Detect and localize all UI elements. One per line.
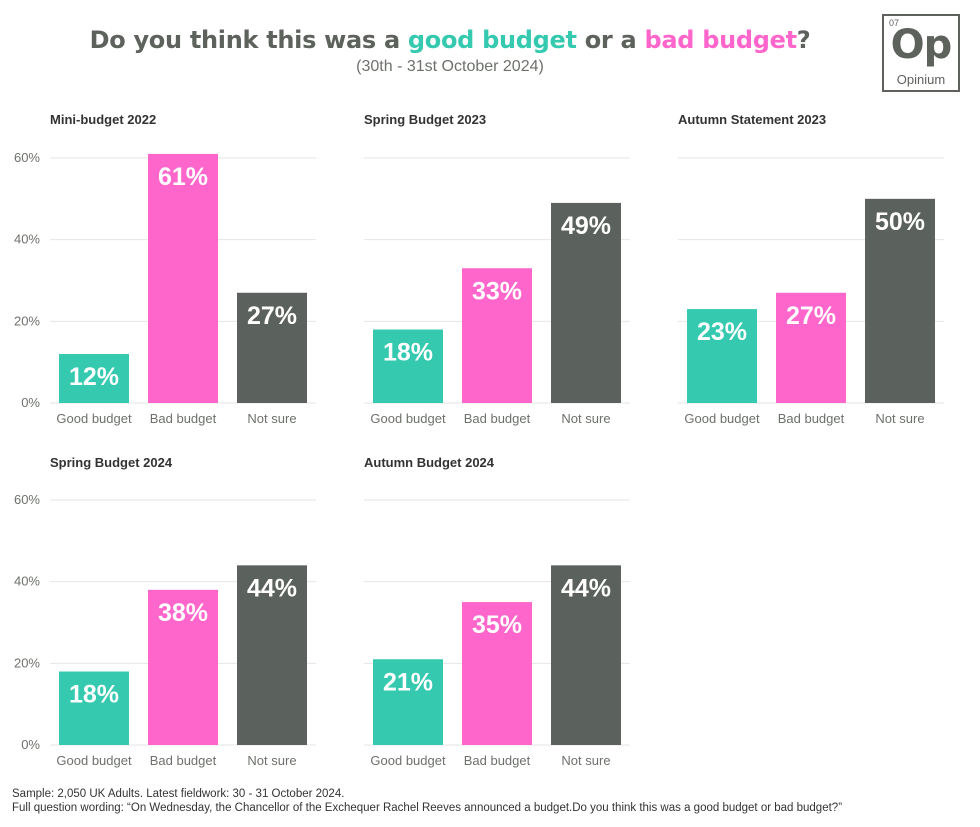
title-part-0: Do you think this was a	[89, 26, 408, 54]
bar-data-label: 12%	[69, 363, 119, 391]
y-tick-label: 20%	[14, 313, 40, 328]
y-tick-label: 60%	[14, 150, 40, 165]
logo-number: 07	[889, 18, 900, 28]
y-tick-label: 0%	[21, 395, 40, 410]
bar	[237, 565, 307, 745]
chart-subtitle: (30th - 31st October 2024)	[356, 58, 544, 75]
bar-data-label: 18%	[383, 339, 433, 367]
opinium-logo: 07 Op Opinium	[882, 14, 960, 92]
bar-data-label: 44%	[247, 574, 297, 602]
bar-data-label: 27%	[247, 302, 297, 330]
bar-data-label: 44%	[561, 574, 611, 602]
bar	[551, 565, 621, 745]
bar	[687, 309, 757, 403]
bar	[462, 602, 532, 745]
bar-data-label: 18%	[69, 681, 119, 709]
chart-header: Do you think this was a good budget or a…	[0, 26, 900, 76]
chart-panel-1: Mini-budget 2022 0% 20% 40% 60% 12% Good budge…	[14, 112, 316, 426]
bar	[776, 292, 846, 403]
x-tick-label: Good budget	[370, 411, 446, 426]
x-tick-label: Bad budget	[464, 753, 531, 768]
footer-sample-note: Sample: 2,050 UK Adults. Latest fieldwor…	[12, 788, 345, 800]
footer-question-wording: Full question wording: “On Wednesday, th…	[12, 802, 843, 814]
x-tick-label: Bad budget	[150, 753, 217, 768]
bar	[551, 202, 621, 403]
title-part-3: bad budget	[644, 26, 797, 54]
bar-data-label: 50%	[875, 208, 925, 236]
bar	[237, 292, 307, 403]
bar-data-label: 27%	[786, 302, 836, 330]
panel-title: Mini-budget 2022	[50, 112, 156, 127]
panel-title: Spring Budget 2024	[50, 455, 173, 470]
bar	[59, 354, 129, 403]
bar	[148, 589, 218, 745]
y-tick-label: 20%	[14, 655, 40, 670]
bar	[373, 659, 443, 745]
logo-name: Opinium	[896, 72, 946, 87]
y-tick-label: 40%	[14, 232, 40, 247]
y-tick-label: 40%	[14, 574, 40, 589]
x-tick-label: Good budget	[56, 753, 132, 768]
x-tick-label: Good budget	[370, 753, 446, 768]
panel-title: Spring Budget 2023	[364, 112, 486, 127]
bar	[59, 671, 129, 745]
x-tick-label: Not sure	[875, 411, 924, 426]
chart-panel-2: Spring Budget 2023 18% Good budget 33% Bad b…	[364, 112, 630, 426]
y-tick-label: 0%	[21, 737, 40, 752]
x-tick-label: Not sure	[247, 753, 296, 768]
logo-symbol: Op	[890, 22, 953, 68]
title-part-1: good budget	[407, 26, 577, 54]
panel-title: Autumn Budget 2024	[364, 455, 495, 470]
bar-data-label: 21%	[383, 668, 433, 696]
x-tick-label: Good budget	[56, 411, 132, 426]
chart-title: Do you think this was a good budget or a…	[0, 26, 900, 54]
chart-panel-5: Autumn Budget 2024 21% Good budget 35% Bad b…	[364, 455, 630, 768]
bar	[373, 329, 443, 403]
chart-panel-3: Autumn Statement 2023 23% Good budget 27% Ba…	[678, 112, 944, 426]
title-part-4: ?	[796, 26, 811, 54]
bar-data-label: 23%	[697, 318, 747, 346]
x-tick-label: Bad budget	[778, 411, 845, 426]
bar-data-label: 61%	[158, 163, 208, 191]
x-tick-label: Bad budget	[150, 411, 217, 426]
title-part-2: or a	[576, 26, 645, 54]
bar-data-label: 33%	[472, 277, 522, 305]
x-tick-label: Good budget	[684, 411, 760, 426]
bar	[462, 268, 532, 403]
x-tick-label: Not sure	[561, 411, 610, 426]
chart-panel-4: Spring Budget 2024 0% 20% 40% 60% 18% Good bud…	[14, 455, 316, 768]
bar-data-label: 35%	[472, 611, 522, 639]
bar	[865, 198, 935, 403]
chart-footer: Sample: 2,050 UK Adults. Latest fieldwor…	[12, 787, 842, 815]
bar	[148, 153, 218, 403]
y-tick-label: 60%	[14, 492, 40, 507]
bar-data-label: 49%	[561, 212, 611, 240]
x-tick-label: Not sure	[247, 411, 296, 426]
panel-title: Autumn Statement 2023	[678, 112, 826, 127]
x-tick-label: Not sure	[561, 753, 610, 768]
bar-data-label: 38%	[158, 599, 208, 627]
x-tick-label: Bad budget	[464, 411, 531, 426]
